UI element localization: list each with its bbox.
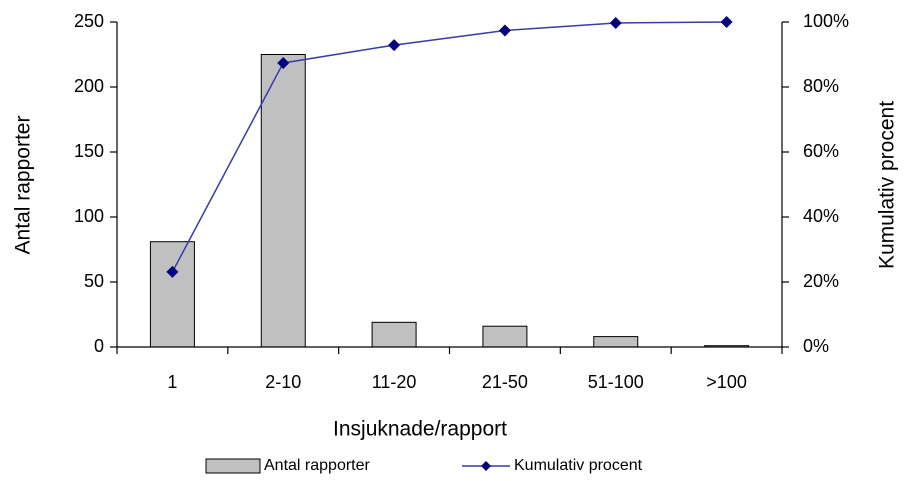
marker	[277, 56, 290, 69]
legend-swatch	[205, 458, 261, 474]
y-tick-label: 150	[74, 141, 104, 161]
bar	[593, 336, 639, 348]
legend-marker	[481, 461, 491, 471]
y-tick-label: 50	[84, 271, 104, 291]
marker	[166, 265, 179, 278]
y-tick-label: 200	[74, 76, 104, 96]
legend-label: Kumulativ procent	[514, 457, 643, 474]
y2-tick-label: 20%	[803, 271, 839, 291]
x-tick-label: 51-100	[588, 372, 644, 392]
y2-tick-label: 40%	[803, 206, 839, 226]
bar	[482, 325, 528, 348]
y2-tick-label: 80%	[803, 76, 839, 96]
bar	[149, 241, 195, 348]
marker	[388, 39, 401, 52]
y-tick-label: 0	[94, 336, 104, 356]
y2-tick-label: 0%	[803, 336, 829, 356]
y2-axis-label: Kumulativ procent	[876, 101, 899, 269]
legend-label: Antal rapporter	[264, 457, 371, 474]
y-tick-label: 100	[74, 206, 104, 226]
y2-tick-label: 100%	[803, 11, 849, 31]
marker	[720, 16, 733, 28]
bar	[260, 54, 306, 348]
y-axis-label: Antal rapporter	[12, 116, 35, 255]
marker	[609, 16, 622, 29]
x-tick-label: 2-10	[265, 372, 301, 392]
marker	[498, 24, 511, 37]
x-tick-label: 21-50	[482, 372, 528, 392]
x-axis-label: Insjuknade/rapport	[333, 418, 507, 441]
x-tick-label: 1	[167, 372, 177, 392]
y-tick-label: 250	[74, 11, 104, 31]
y2-tick-label: 60%	[803, 141, 839, 161]
x-tick-label: >100	[706, 372, 747, 392]
x-tick-label: 11-20	[372, 372, 417, 392]
line	[171, 21, 727, 273]
bar	[371, 321, 417, 348]
